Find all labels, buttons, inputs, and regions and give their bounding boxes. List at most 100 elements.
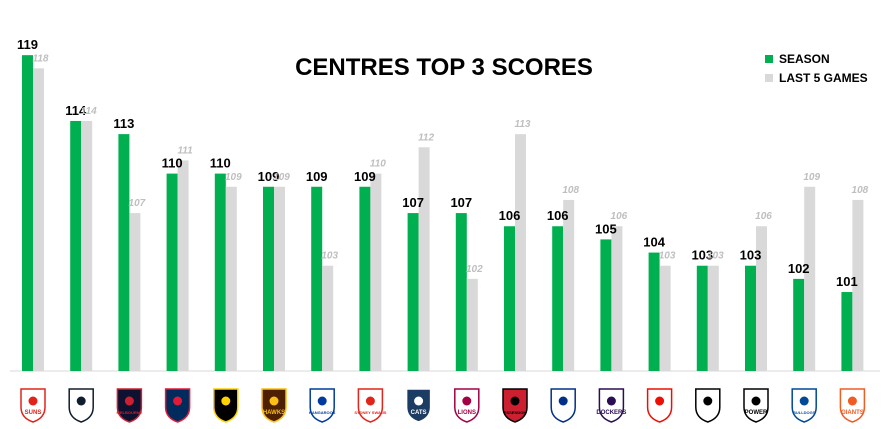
logo-emblem [462,396,472,406]
bar-last-5-games [177,160,189,371]
legend: SEASON LAST 5 GAMES [765,52,868,85]
data-label-last-5-games: 103 [659,251,676,262]
data-label-season: 110 [162,156,183,171]
bar-last-5-games [322,265,334,371]
bar-last-5-games [466,278,478,371]
data-label-season: 102 [788,261,810,276]
data-label-season: 119 [17,37,38,52]
bar-last-5-games [81,120,93,372]
data-label-season: 110 [210,156,231,171]
bar-last-5-games [563,199,575,371]
bar-season [359,186,371,371]
logo-text: GIANTS [841,410,864,416]
chart-title: CENTRES TOP 3 SCORES [295,54,593,81]
data-label-season: 103 [691,248,713,263]
logo-text: CATS [411,410,427,416]
logo-text: HAWKS [263,410,285,416]
bar-season [455,213,467,371]
logo-emblem [317,396,327,406]
legend-swatch-last-5-games [765,74,773,82]
data-label-season: 104 [643,235,665,250]
bar-season [263,186,274,371]
logo-emblem [269,396,279,406]
logo-text: BULLDOGS [793,410,816,415]
bar-season [22,55,33,371]
data-label-last-5-games: 108 [852,185,869,196]
data-label-last-5-games: 112 [418,132,434,143]
bar-season [118,134,130,371]
logo-text: SUNS [25,410,42,416]
data-label-season: 107 [402,195,424,210]
bar-season [311,186,323,371]
logo-emblem [847,396,857,406]
data-label-season: 113 [113,116,134,131]
bar-last-5-games [804,186,816,371]
data-label-last-5-games: 109 [225,172,242,183]
legend-label-season: SEASON [779,52,830,66]
data-label-season: 103 [740,248,762,263]
logo-emblem [510,396,520,406]
swans-logo-icon: SYDNEY SWANS [354,388,387,423]
bar-season [407,213,419,371]
data-label-last-5-games: 113 [515,119,531,130]
blues-logo-icon [68,388,94,423]
legend-label-last-5-games: LAST 5 GAMES [779,71,868,85]
data-label-season: 105 [595,221,617,236]
bar-last-5-games [370,173,382,371]
bar-season [793,278,805,371]
data-label-last-5-games: 103 [707,251,724,262]
data-label-season: 101 [836,274,858,289]
bar-last-5-games [611,226,623,371]
bar-season [214,173,226,371]
bulldogs-logo-icon: BULLDOGS [791,388,817,423]
data-label-season: 106 [547,208,569,223]
eagles-logo-icon [550,388,576,423]
bar-season [696,265,708,371]
data-label-last-5-games: 109 [803,172,820,183]
bar-last-5-games [33,68,44,371]
bar-last-5-games [129,213,141,371]
bombers-logo-icon: ESSENDON [502,388,528,423]
data-label-season: 109 [354,169,376,184]
bar-last-5-games [659,265,671,371]
data-label-last-5-games: 102 [466,264,483,275]
data-label-season: 114 [65,103,87,118]
tigers-logo-icon [213,388,239,423]
suns-logo-icon: SUNS [20,388,46,423]
kangaroos-logo-icon: KANGAROOS [309,388,336,423]
saints-logo-icon [646,388,673,423]
dockers-logo-icon: DOCKERS [596,388,626,423]
giants-logo-icon: GIANTS [839,388,866,423]
logo-text: ESSENDON [504,410,527,415]
data-label-last-5-games: 109 [273,172,290,183]
data-label-season: 106 [499,208,521,223]
logo-emblem [28,396,38,406]
logo-emblem [365,396,375,406]
hawks-logo-icon: HAWKS [261,388,287,423]
logo-emblem [173,396,183,406]
bar-season [504,226,515,371]
logo-emblem [558,396,568,406]
bar-last-5-games [225,186,237,371]
cats-logo-icon: CATS [405,388,432,423]
bar-last-5-games [852,199,864,371]
data-label-last-5-games: 106 [755,211,772,222]
crows-logo-icon [164,388,191,423]
data-label-season: 109 [258,169,280,184]
logo-emblem [76,396,86,406]
bar-season [70,120,82,372]
bar-last-5-games [707,265,719,371]
logo-emblem [703,396,713,406]
bar-season [648,252,660,371]
bar-last-5-games [515,134,526,371]
logo-text: DOCKERS [596,410,626,416]
demons-logo-icon: MELBOURNE [117,388,143,423]
bar-season [552,226,564,371]
logo-emblem [606,396,616,406]
legend-swatch-season [765,55,773,63]
logo-emblem [221,396,231,406]
bars-group [22,55,864,372]
lions-logo-icon: LIONS [454,388,480,423]
